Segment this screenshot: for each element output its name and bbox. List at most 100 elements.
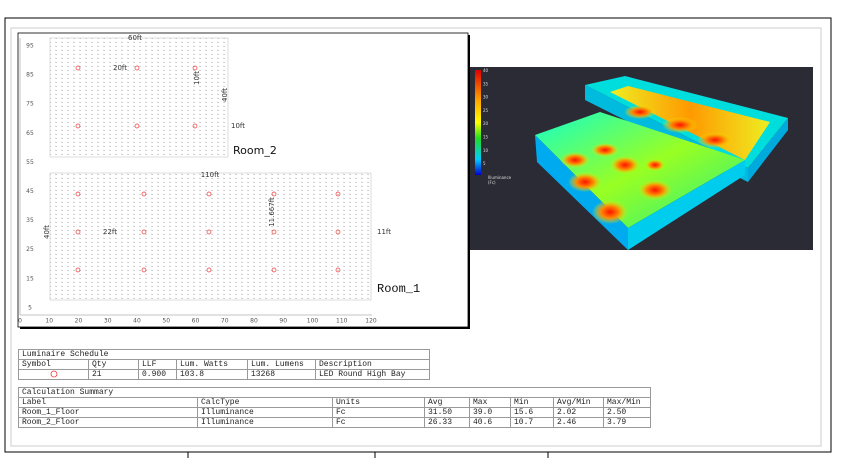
table-row: Room_1_Floor Illuminance Fc 31.50 39.0 15.6 2.… [18, 407, 652, 418]
y-axis-label: 65 [26, 130, 34, 137]
table-cell: Luminaire Schedule [17, 349, 431, 360]
y-axis-label: 5 [28, 304, 32, 311]
legend-value: 15 [483, 135, 489, 140]
dimension-label: 40ft [221, 88, 229, 102]
table-row: Luminaire Schedule [17, 349, 431, 360]
table-cell [18, 368, 89, 381]
x-axis-label: 50 [162, 318, 170, 325]
y-axis-label: 15 [26, 275, 34, 282]
luminaire [75, 191, 81, 197]
legend-value: 5 [483, 161, 486, 166]
dimension-label: 40ft [43, 225, 51, 239]
luminaire [75, 229, 81, 235]
inner-border [10, 27, 822, 447]
y-axis-label: 35 [26, 217, 34, 224]
luminaire [192, 65, 198, 71]
table-cell: 39.0 [469, 407, 511, 418]
table-cell: Lum. Watts [176, 359, 248, 370]
table-cell: 0.900 [138, 368, 177, 381]
luminaire [206, 191, 212, 197]
table-row: Room_2_Floor Illuminance Fc 26.33 40.6 10.7 2.… [18, 417, 652, 428]
table-row: Symbol Qty LLF Lum. Watts Lum. Lumens Descrip… [18, 359, 431, 370]
dimension-label: 11ft [377, 228, 391, 236]
legend-value: 30 [483, 95, 489, 100]
luminaire [134, 65, 140, 71]
room-2-grid [49, 37, 229, 158]
luminaire [271, 267, 277, 273]
dimension-label: 10ft [231, 122, 245, 130]
table-cell: Qty [88, 359, 139, 370]
luminaire [271, 229, 277, 235]
luminaire [335, 191, 341, 197]
table-cell: 2.02 [553, 407, 604, 418]
luminaire [75, 267, 81, 273]
luminaire [335, 267, 341, 273]
table-cell: Min [510, 397, 554, 408]
room-label: Room_2 [233, 144, 277, 157]
luminaire [335, 229, 341, 235]
table-cell: Max/Min [602, 397, 652, 408]
x-axis-label: 120 [365, 318, 377, 325]
legend-value: 10 [483, 148, 489, 153]
table-cell: Units [332, 397, 425, 408]
table-cell: 15.6 [510, 407, 554, 418]
table-cell: 2.50 [602, 407, 652, 418]
room-1-render [535, 112, 745, 250]
table-row: Label CalcType Units Avg Max Min Avg/Min Max/Mi… [18, 397, 652, 408]
table-cell: Max [469, 397, 511, 408]
table-cell: Calculation Summary [17, 387, 652, 398]
x-axis-label: 20 [75, 318, 83, 325]
luminaire-schedule: Luminaire Schedule Symbol Qty LLF Lum. Watts… [17, 349, 431, 381]
table-cell: Room_1_Floor [18, 407, 198, 418]
table-cell: Symbol [18, 359, 89, 370]
luminaire [75, 65, 81, 71]
x-axis-label: 10 [45, 318, 53, 325]
x-axis-label: 30 [104, 318, 112, 325]
x-axis-label: 0 [18, 318, 22, 325]
x-axis-label: 90 [279, 318, 287, 325]
dimension-label: 60ft [128, 34, 142, 42]
luminaire [141, 267, 147, 273]
sheet-border [4, 17, 832, 453]
table-cell: Illuminance [197, 417, 333, 428]
symbol-icon [50, 370, 57, 378]
luminaire [141, 229, 147, 235]
legend-units: (Fc) [488, 180, 496, 185]
table-cell: 21 [88, 368, 139, 381]
table-cell: Illuminance [197, 407, 333, 418]
dimension-label: 110ft [201, 171, 220, 179]
y-axis-label: 55 [26, 159, 34, 166]
table-cell: Label [18, 397, 198, 408]
luminaire [141, 191, 147, 197]
table-cell: Room_2_Floor [18, 417, 198, 428]
calculation-summary: Calculation Summary Label CalcType Units Avg… [17, 387, 652, 428]
y-axis-label: 75 [26, 101, 34, 108]
luminaire [271, 191, 277, 197]
table-cell: Fc [332, 407, 425, 418]
table-cell: LLF [138, 359, 177, 370]
dimension-label: 11.667ft [268, 197, 276, 227]
luminaire [206, 229, 212, 235]
dimension-label: 20ft [113, 64, 127, 72]
x-axis-label: 110 [336, 318, 348, 325]
table-cell: 13268 [247, 368, 316, 381]
table-cell: 103.8 [176, 368, 248, 381]
legend-value: 25 [483, 108, 489, 113]
table-cell: 40.6 [469, 417, 511, 428]
room-1-grid [49, 172, 372, 301]
table-cell: 2.46 [553, 417, 604, 428]
x-axis-label: 60 [192, 318, 200, 325]
y-axis-label: 25 [26, 246, 34, 253]
x-axis-label: 40 [133, 318, 141, 325]
table-cell: Lum. Lumens [247, 359, 316, 370]
dimension-label: 10ft [193, 71, 201, 85]
table-row: 21 0.900 103.8 13268 LED Round High Bay [18, 368, 431, 381]
table-cell: 26.33 [424, 417, 470, 428]
rendering-legend-bar [475, 70, 481, 175]
luminaire [206, 267, 212, 273]
legend-value: 35 [483, 81, 489, 86]
x-axis-label: 80 [250, 318, 258, 325]
table-cell: Fc [332, 417, 425, 428]
